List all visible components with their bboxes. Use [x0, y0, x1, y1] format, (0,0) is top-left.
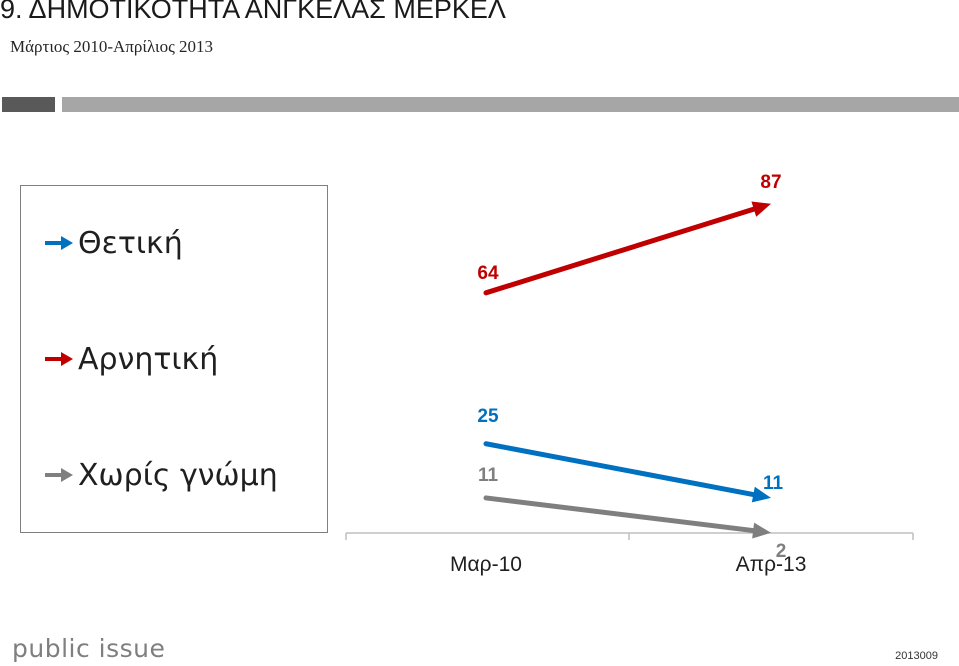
- data-label: 2: [776, 541, 787, 562]
- legend-arrow-head: [61, 352, 73, 366]
- x-tick-label: Μαρ-10: [450, 553, 522, 576]
- header-band-dark: [2, 97, 55, 112]
- series-line: [483, 495, 756, 534]
- series-arrowhead: [751, 201, 771, 217]
- header-band-light: [62, 97, 959, 112]
- series-line: [483, 441, 756, 498]
- series-arrowhead: [752, 522, 771, 539]
- legend-label: Αρνητική: [78, 341, 219, 377]
- data-label: 25: [477, 406, 499, 427]
- data-label: 87: [760, 172, 781, 193]
- legend-item-no-opinion: Χωρίς γνώμη: [44, 455, 278, 495]
- legend-label: Χωρίς γνώμη: [78, 457, 278, 493]
- x-tick-label: Απρ-13: [736, 553, 807, 576]
- legend-arrow-head: [61, 236, 73, 250]
- data-label: 11: [763, 473, 784, 494]
- series-arrowhead: [751, 486, 771, 503]
- arrow-right-icon: [45, 236, 73, 250]
- legend-label: Θετική: [78, 225, 183, 261]
- series-line: [483, 206, 757, 296]
- report-code: 2013009: [895, 650, 938, 662]
- data-label: 64: [477, 263, 499, 284]
- public-issue-logo: public issue: [12, 634, 166, 663]
- legend-item-positive: Θετική: [44, 223, 183, 263]
- legend-item-negative: Αρνητική: [44, 339, 218, 379]
- chart-subtitle: Μάρτιος 2010-Απρίλιος 2013: [10, 37, 214, 56]
- arrow-right-icon: [45, 468, 73, 482]
- arrow-right-icon: [45, 352, 73, 366]
- data-label: 11: [478, 465, 499, 486]
- chart-title: 9. ΔΗΜΟΤΙΚΟΤΗΤΑ ΑΝΓΚΕΛΑΣ ΜΕΡΚΕΛ: [0, 0, 506, 24]
- legend-arrow-head: [61, 468, 73, 482]
